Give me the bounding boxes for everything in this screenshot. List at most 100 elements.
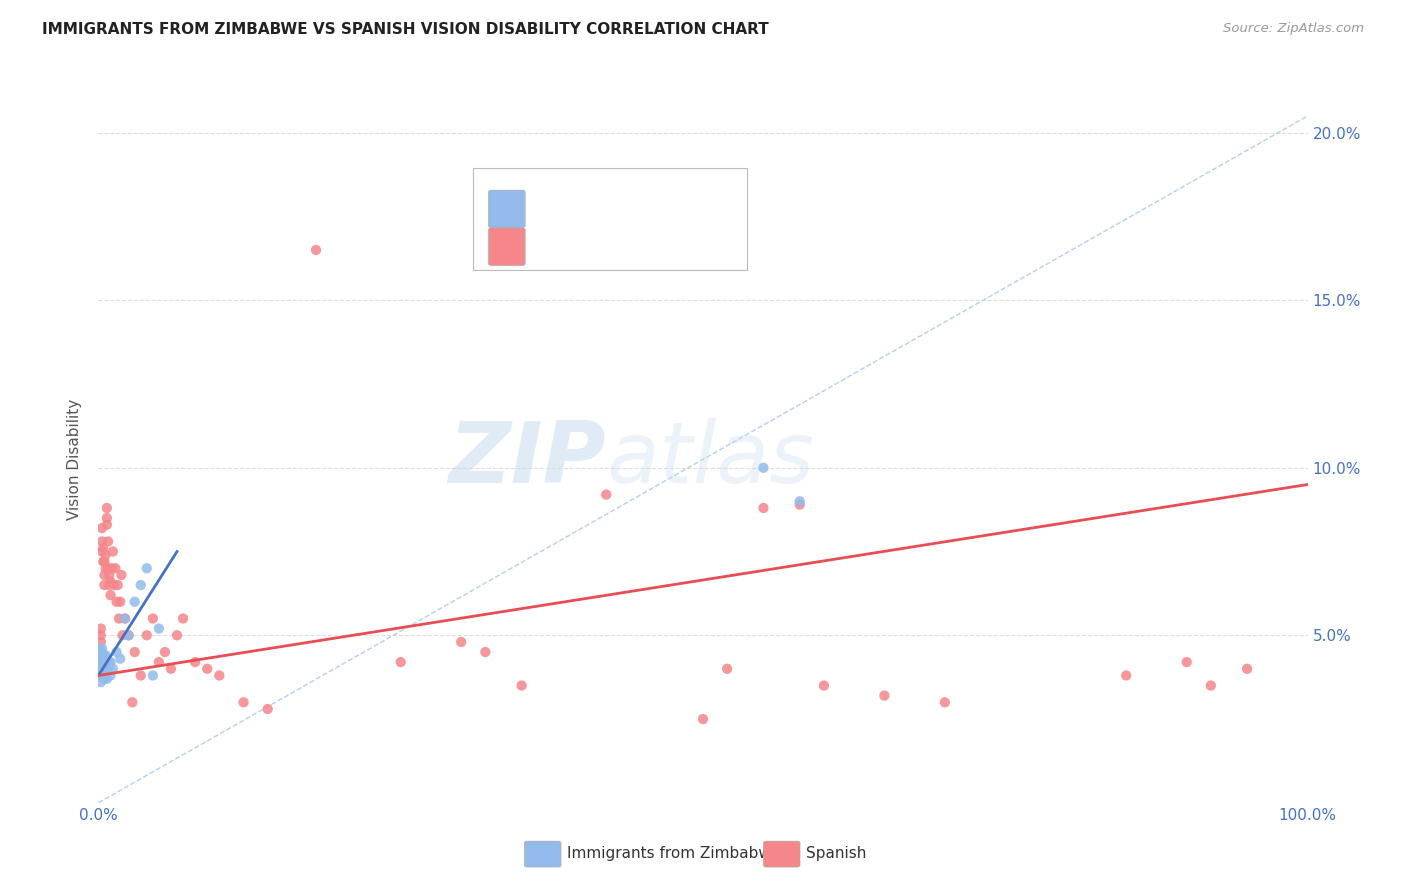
Point: [90, 655, 112, 669]
Point: [90, 645, 112, 659]
Point: [96, 658, 118, 673]
Point: [100, 561, 122, 575]
Point: [1115, 668, 1137, 682]
Point: [100, 668, 122, 682]
Point: [108, 651, 131, 665]
Text: Spanish: Spanish: [806, 847, 866, 861]
Point: [97, 534, 120, 549]
Point: [450, 635, 472, 649]
Point: [118, 628, 141, 642]
Point: [97, 662, 120, 676]
Point: [305, 243, 328, 257]
Point: [595, 487, 617, 501]
Point: [716, 662, 738, 676]
Point: [101, 662, 124, 676]
Point: [105, 645, 128, 659]
Point: [91, 651, 114, 665]
Point: [148, 655, 170, 669]
Point: [91, 541, 114, 556]
Text: 0.531: 0.531: [562, 200, 614, 218]
Point: [166, 628, 188, 642]
Point: [510, 679, 533, 693]
Point: [184, 655, 207, 669]
Point: [934, 695, 956, 709]
Point: [135, 628, 157, 642]
Text: Source: ZipAtlas.com: Source: ZipAtlas.com: [1223, 22, 1364, 36]
Point: [96, 517, 118, 532]
Point: [98, 578, 121, 592]
Point: [142, 668, 165, 682]
Point: [93, 555, 115, 569]
Point: [91, 544, 114, 558]
Point: [96, 511, 118, 525]
Point: [114, 611, 136, 625]
Point: [789, 494, 811, 508]
Point: [89, 655, 111, 669]
Text: Immigrants from Zimbabwe: Immigrants from Zimbabwe: [567, 847, 780, 861]
Point: [90, 622, 112, 636]
Text: atlas: atlas: [606, 417, 814, 501]
Point: [90, 628, 112, 642]
Text: 69: 69: [650, 237, 673, 256]
Point: [124, 595, 146, 609]
Text: R =: R =: [531, 200, 569, 218]
Point: [89, 655, 111, 669]
Point: [96, 672, 118, 686]
Point: [98, 568, 121, 582]
Point: [98, 655, 121, 669]
Point: [93, 665, 115, 680]
Point: [172, 611, 194, 625]
Point: [93, 578, 115, 592]
Point: [93, 658, 115, 673]
Point: [121, 695, 143, 709]
Text: IMMIGRANTS FROM ZIMBABWE VS SPANISH VISION DISABILITY CORRELATION CHART: IMMIGRANTS FROM ZIMBABWE VS SPANISH VISI…: [42, 22, 769, 37]
Text: R =: R =: [531, 237, 569, 256]
Point: [873, 689, 896, 703]
Point: [89, 645, 111, 659]
Point: [107, 578, 129, 592]
Point: [1236, 662, 1258, 676]
Point: [91, 521, 114, 535]
Point: [153, 645, 176, 659]
Point: [90, 635, 112, 649]
Text: N =: N =: [621, 237, 661, 256]
Point: [124, 645, 146, 659]
Point: [93, 672, 115, 686]
Point: [93, 648, 115, 663]
Point: [389, 655, 412, 669]
Y-axis label: Vision Disability: Vision Disability: [67, 399, 83, 520]
Point: [104, 561, 127, 575]
Point: [100, 574, 122, 589]
Point: [108, 611, 131, 625]
Text: 0.296: 0.296: [562, 237, 614, 256]
Point: [100, 588, 122, 602]
Point: [195, 662, 218, 676]
Point: [100, 655, 122, 669]
Point: [91, 641, 114, 656]
Point: [114, 611, 136, 625]
Point: [129, 668, 152, 682]
Point: [101, 544, 124, 558]
Point: [90, 668, 112, 682]
Point: [118, 628, 141, 642]
Point: [103, 578, 125, 592]
Point: [129, 578, 152, 592]
Point: [89, 662, 111, 676]
Point: [91, 648, 114, 663]
Text: 42: 42: [650, 200, 673, 218]
Point: [110, 568, 132, 582]
Point: [94, 648, 117, 663]
Point: [232, 695, 254, 709]
Point: [91, 662, 114, 676]
Point: [94, 668, 117, 682]
Point: [752, 500, 775, 515]
Point: [142, 611, 165, 625]
Point: [91, 555, 114, 569]
Point: [474, 645, 496, 659]
Text: N =: N =: [621, 200, 661, 218]
Point: [93, 568, 115, 582]
Point: [91, 534, 114, 549]
Point: [94, 561, 117, 575]
Point: [89, 668, 111, 682]
Point: [91, 662, 114, 676]
